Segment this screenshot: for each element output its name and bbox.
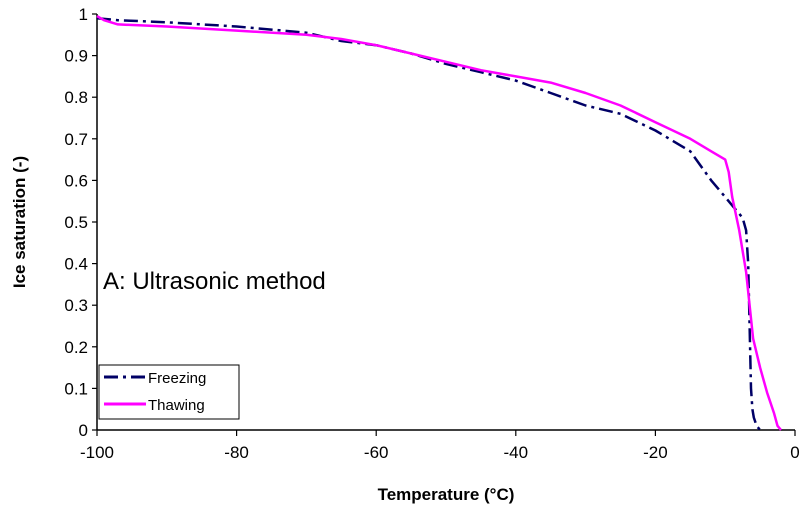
legend-label-freezing: Freezing <box>148 370 206 387</box>
series-line-thawing <box>96 15 782 431</box>
legend-label-thawing: Thawing <box>148 397 205 414</box>
y-axis-title: Ice saturation (-) <box>10 156 29 288</box>
x-tick-label: -40 <box>504 443 529 462</box>
x-axis-title: Temperature (°C) <box>378 485 515 504</box>
y-ticks: 0 0.1 0.2 0.3 0.4 0.5 0.6 0.7 0.8 0.9 1 <box>64 5 97 440</box>
x-tick-label: -100 <box>80 443 114 462</box>
y-tick-label: 0.3 <box>64 296 88 315</box>
series-lines <box>96 15 782 431</box>
x-tick-label: -20 <box>643 443 668 462</box>
legend: Freezing Thawing <box>98 364 240 420</box>
legend-box <box>98 364 240 420</box>
y-tick-label: 0.2 <box>64 338 88 357</box>
y-tick-label: 0.8 <box>64 88 88 107</box>
y-tick-label: 0.5 <box>64 213 88 232</box>
y-tick-label: 0.1 <box>64 379 88 398</box>
x-tick-label: -80 <box>224 443 249 462</box>
x-ticks: -100 -80 -60 -40 -20 0 <box>80 430 800 462</box>
y-tick-label: 1 <box>79 5 88 24</box>
plot-area: 0 0.1 0.2 0.3 0.4 0.5 0.6 0.7 0.8 0.9 1 -100 -80 -60… <box>64 5 799 462</box>
y-tick-label: 0 <box>79 421 88 440</box>
y-tick-label: 0.6 <box>64 171 88 190</box>
y-tick-label: 0.4 <box>64 255 88 274</box>
x-tick-label: 0 <box>790 443 799 462</box>
x-tick-label: -60 <box>364 443 389 462</box>
series-line-freezing <box>96 16 762 431</box>
chart-annotation: A: Ultrasonic method <box>103 268 326 295</box>
y-tick-label: 0.9 <box>64 47 88 66</box>
y-tick-label: 0.7 <box>64 130 88 149</box>
